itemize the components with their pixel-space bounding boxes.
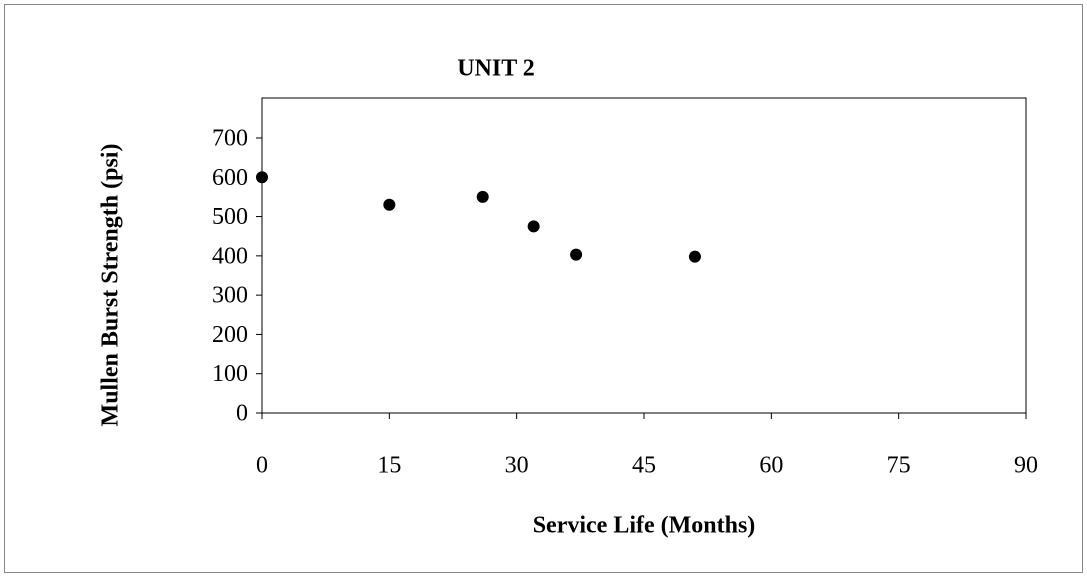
y-tick-label: 0 (236, 401, 248, 427)
y-tick-label: 300 (212, 283, 248, 309)
x-tick-label: 75 (887, 453, 911, 479)
x-tick-label: 45 (632, 453, 656, 479)
x-tick-label: 60 (759, 453, 783, 479)
chart-title: UNIT 2 (457, 56, 535, 82)
data-point (527, 220, 540, 233)
chart-border (4, 4, 1083, 573)
y-tick-label: 700 (212, 126, 248, 152)
data-point (570, 248, 583, 261)
x-tick-label: 90 (1014, 453, 1038, 479)
data-point (256, 171, 268, 184)
x-tick-label: 15 (377, 453, 401, 479)
x-tick-label: 30 (505, 453, 529, 479)
data-point (688, 250, 701, 263)
y-tick-label: 200 (212, 322, 248, 348)
y-tick-label: 500 (212, 204, 248, 230)
x-axis-title: Service Life (Months) (533, 513, 756, 539)
data-point (383, 198, 396, 211)
data-point (476, 190, 489, 203)
y-tick-label: 400 (212, 243, 248, 269)
y-axis-title: Mullen Burst Strength (psi) (98, 144, 124, 427)
y-tick-label: 100 (212, 361, 248, 387)
y-tick-label: 600 (212, 165, 248, 191)
x-tick-label: 0 (256, 453, 268, 479)
